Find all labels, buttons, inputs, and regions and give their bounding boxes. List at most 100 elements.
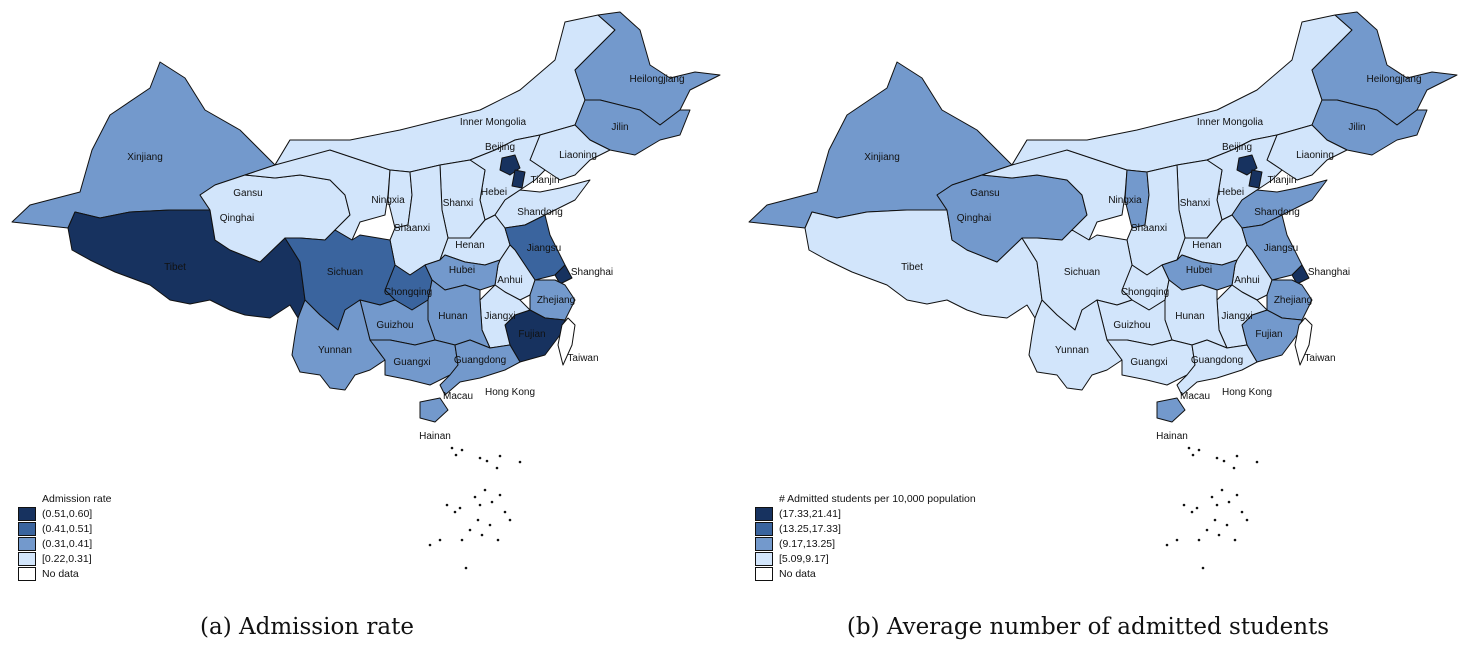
province-label-anhui: Anhui [1234, 275, 1260, 286]
province-label-jiangsu: Jiangsu [1264, 243, 1298, 254]
province-label-shanghai: Shanghai [1308, 267, 1350, 278]
island-mark [496, 538, 500, 542]
legend-item: (9.17,13.25] [755, 536, 976, 551]
island-mark [508, 518, 512, 522]
province-label-shaanxi: Shaanxi [394, 223, 430, 234]
legend-item: (0.31,0.41] [18, 536, 111, 551]
province-label-zhejiang: Zhejiang [537, 295, 575, 306]
legend-title: Admission rate [42, 493, 112, 505]
province-label-guangxi: Guangxi [393, 357, 430, 368]
province-label-inner-mongolia: Inner Mongolia [460, 117, 527, 128]
province-label-yunnan: Yunnan [318, 345, 352, 356]
province-label-fujian: Fujian [518, 329, 545, 340]
province-label-hebei: Hebei [1218, 187, 1244, 198]
legend-label: (13.25,17.33] [779, 522, 841, 535]
island-mark [480, 533, 484, 537]
island-mark [1225, 523, 1229, 527]
island-mark [1217, 533, 1221, 537]
legend-item: (0.51,0.60] [18, 506, 111, 521]
province-label-tianjin: Tianjin [530, 175, 559, 186]
legend-swatch [755, 521, 773, 536]
legend-swatch [18, 551, 36, 566]
province-label-henan: Henan [455, 240, 484, 251]
island-mark [495, 466, 499, 470]
legend-label: (0.41,0.51] [42, 522, 93, 535]
province-label-guizhou: Guizhou [1113, 320, 1150, 331]
province-heilongjiang [574, 11, 721, 126]
island-mark [428, 543, 432, 547]
province-label-inner-mongolia: Inner Mongolia [1197, 117, 1264, 128]
province-heilongjiang [1311, 11, 1458, 126]
map-admitted-students: Xinjiang Tibet Qinghai Gansu Inner Mongolia H… [737, 0, 1473, 590]
island-mark [1165, 543, 1169, 547]
province-label-hubei: Hubei [1186, 265, 1212, 276]
legend-title: # Admitted students per 10,000 populatio… [779, 493, 976, 505]
province-label-xinjiang: Xinjiang [864, 152, 900, 163]
island-mark [458, 506, 462, 510]
legend-swatch [18, 506, 36, 521]
province-label-tianjin: Tianjin [1267, 175, 1296, 186]
legend-swatch [755, 551, 773, 566]
island-mark [498, 493, 502, 497]
island-mark [518, 460, 522, 464]
province-tianjin [1248, 169, 1263, 189]
island-mark [485, 459, 489, 463]
island-mark [1232, 466, 1236, 470]
island-mark [1187, 446, 1191, 450]
province-label-gansu: Gansu [233, 188, 262, 199]
island-mark [1227, 500, 1231, 504]
province-label-shaanxi: Shaanxi [1131, 223, 1167, 234]
province-label-guizhou: Guizhou [376, 320, 413, 331]
province-yunnan [291, 299, 386, 391]
legend-swatch [755, 536, 773, 551]
island-mark [1235, 454, 1239, 458]
island-mark [488, 523, 492, 527]
province-label-shanxi: Shanxi [443, 198, 474, 209]
province-label-guangxi: Guangxi [1130, 357, 1167, 368]
province-label-macau: Macau [1180, 391, 1210, 402]
province-label-jiangxi: Jiangxi [484, 311, 515, 322]
island-mark [450, 446, 454, 450]
map-legend: # Admitted students per 10,000 populatio… [755, 493, 976, 581]
province-label-heilongjiang: Heilongjiang [629, 74, 684, 85]
province-label-hunan: Hunan [1175, 311, 1204, 322]
legend-item: [0.22,0.31] [18, 551, 111, 566]
province-label-sichuan: Sichuan [327, 267, 363, 278]
province-label-xinjiang: Xinjiang [127, 152, 163, 163]
province-label-yunnan: Yunnan [1055, 345, 1089, 356]
province-hainan [1156, 397, 1186, 423]
island-mark [1233, 538, 1237, 542]
legend-label: [0.22,0.31] [42, 552, 92, 565]
island-mark [464, 566, 468, 570]
island-mark [454, 453, 458, 457]
province-label-hainan: Hainan [1156, 431, 1188, 442]
province-label-jilin: Jilin [611, 122, 628, 133]
province-label-liaoning: Liaoning [559, 150, 597, 161]
province-label-tibet: Tibet [164, 262, 186, 273]
province-guangdong [439, 339, 521, 396]
province-label-sichuan: Sichuan [1064, 267, 1100, 278]
island-mark [468, 528, 472, 532]
island-mark [1235, 493, 1239, 497]
island-mark [1195, 506, 1199, 510]
caption-b: (b) Average number of admitted students [846, 614, 1330, 640]
island-mark [1191, 453, 1195, 457]
province-hainan [419, 397, 449, 423]
legend-label: No data [42, 567, 79, 580]
island-mark [1220, 488, 1224, 492]
legend-item: (13.25,17.33] [755, 521, 976, 536]
island-mark [1213, 518, 1217, 522]
legend-label: (0.31,0.41] [42, 537, 93, 550]
province-label-chongqing: Chongqing [1121, 287, 1169, 298]
china-map: Xinjiang Tibet Qinghai Gansu Inner Mongolia H… [748, 11, 1458, 570]
island-mark [1182, 503, 1186, 507]
province-label-hubei: Hubei [449, 265, 475, 276]
province-label-jilin: Jilin [1348, 122, 1365, 133]
legend-swatch [755, 566, 773, 581]
island-mark [473, 495, 477, 499]
caption-a: (a) Admission rate [200, 614, 414, 640]
province-label-tibet: Tibet [901, 262, 923, 273]
island-mark [1175, 538, 1179, 542]
island-mark [1215, 503, 1219, 507]
island-mark [1197, 538, 1201, 542]
